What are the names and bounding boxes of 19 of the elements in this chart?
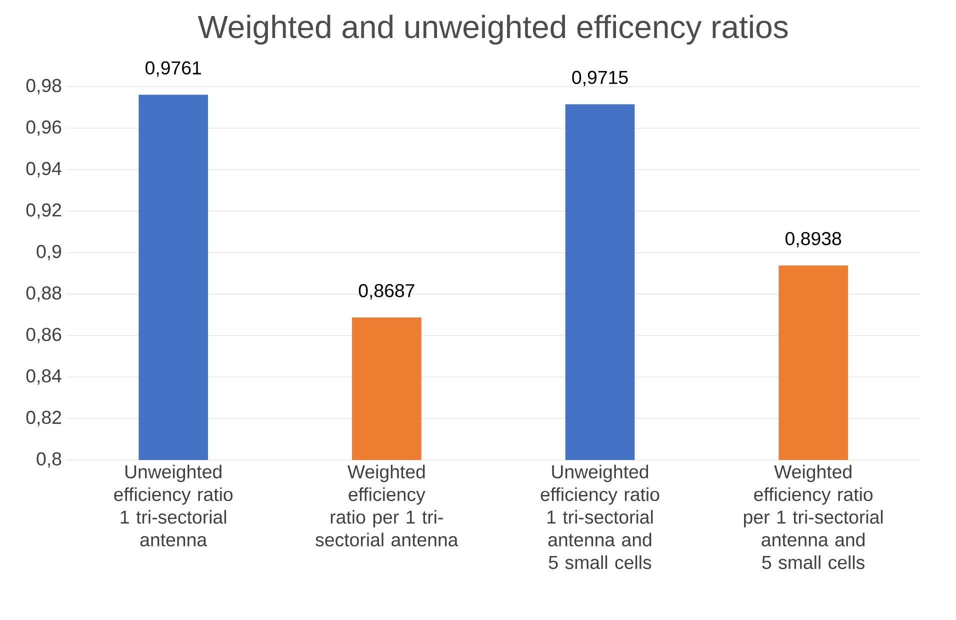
data-label: 0,9715 (572, 70, 628, 86)
y-tick-label: 0,8 (36, 452, 62, 468)
y-tick-label: 0,9 (36, 244, 62, 260)
y-tick-label: 0,88 (26, 286, 62, 302)
chart-title: Weighted and unweighted efficency ratios (198, 14, 788, 45)
data-label: 0,8687 (358, 284, 414, 300)
y-tick-label: 0,86 (26, 328, 62, 344)
data-label: 0,8938 (786, 232, 842, 248)
y-tick-label: 0,96 (26, 120, 62, 136)
y-tick-label: 0,84 (26, 369, 62, 385)
x-tick-label: Weighted efficiency ratio per 1 tri-sectorial antenna (316, 464, 458, 546)
x-tick-label: Unweighted efficiency ratio 1 tri-sectorial antenna (114, 464, 233, 546)
y-tick-label: 0,94 (26, 162, 62, 178)
y-tick-label: 0,98 (26, 78, 62, 94)
y-tick-label: 0,92 (26, 203, 62, 219)
x-tick-label: Unweighted efficiency ratio 1 tri-sectorial antenna and 5 small cells (540, 464, 660, 570)
y-tick-label: 0,82 (26, 410, 62, 426)
x-tick-label: Weighted efficiency ratio per 1 tri-sectorial antenna and 5 small cells (744, 464, 883, 570)
data-label: 0,9761 (146, 61, 201, 77)
